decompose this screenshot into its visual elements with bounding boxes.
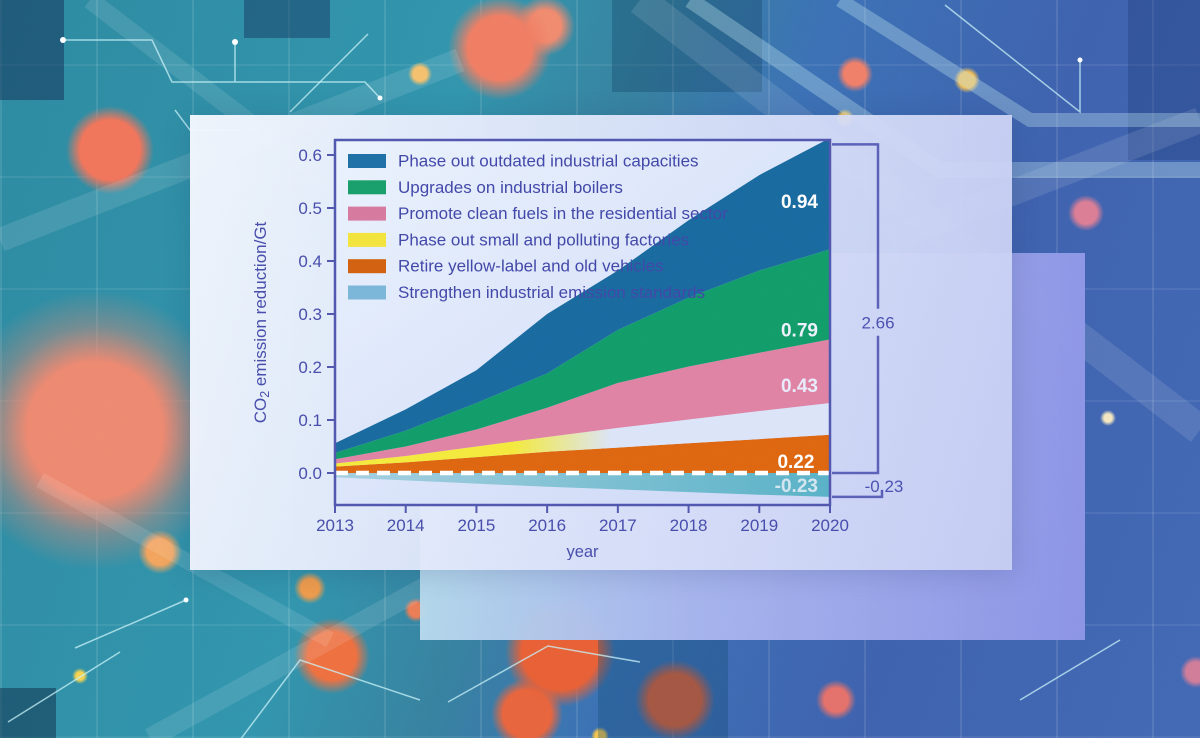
legend-label: Retire yellow-label and old vehicles <box>398 257 664 276</box>
value-label-0.43: 0.43 <box>781 376 818 397</box>
y-tick-label: 0.2 <box>298 358 322 377</box>
co2-emission-chart: Phase out outdated industrial capacities… <box>251 138 904 560</box>
x-axis-title: year <box>566 543 599 560</box>
legend-swatch-industrial_boilers <box>348 180 386 195</box>
y-axis-title: CO2 emission reduction/Gt <box>251 221 272 423</box>
legend-swatch-retire_vehicles <box>348 259 386 274</box>
y-tick-label: 0.6 <box>298 146 322 165</box>
legend-swatch-emission_standards <box>348 285 386 300</box>
legend-item-outdated_capacities: Phase out outdated industrial capacities <box>348 152 699 171</box>
legend-item-small_factories: Phase out small and polluting factories <box>348 230 689 249</box>
legend-label: Promote clean fuels in the residential s… <box>398 204 728 223</box>
x-tick-label: 2013 <box>316 516 354 535</box>
y-tick-label: 0.4 <box>298 252 322 271</box>
legend-swatch-residential_clean_fuels <box>348 206 386 221</box>
x-tick-label: 2014 <box>387 516 425 535</box>
value-label-0.79: 0.79 <box>781 320 818 341</box>
y-tick-label: 0.0 <box>298 464 322 483</box>
bracket-label-negative-total: -0.23 <box>865 477 904 496</box>
legend-label: Upgrades on industrial boilers <box>398 178 623 197</box>
legend-swatch-outdated_capacities <box>348 154 386 168</box>
x-tick-label: 2020 <box>811 516 849 535</box>
value-label--0.23: -0.23 <box>775 476 818 497</box>
legend-label: Phase out outdated industrial capacities <box>398 152 699 171</box>
x-tick-label: 2018 <box>670 516 708 535</box>
value-label-0.22: 0.22 <box>777 452 814 473</box>
x-tick-label: 2015 <box>458 516 496 535</box>
total-brackets: 2.66 -0.23 <box>832 143 904 499</box>
y-tick-label: 0.5 <box>298 199 322 218</box>
x-tick-label: 2016 <box>528 516 566 535</box>
y-tick-label: 0.3 <box>298 305 322 324</box>
x-tick-label: 2019 <box>740 516 778 535</box>
legend-item-emission_standards: Strengthen industrial emission standards <box>348 283 705 302</box>
bracket-label-positive-total: 2.66 <box>861 314 894 333</box>
value-label-0.94: 0.94 <box>781 192 818 213</box>
legend-swatch-small_factories <box>348 232 386 247</box>
x-tick-label: 2017 <box>599 516 637 535</box>
legend-label: Strengthen industrial emission standards <box>398 283 705 302</box>
legend-label: Phase out small and polluting factories <box>398 230 689 249</box>
y-tick-label: 0.1 <box>298 411 322 430</box>
legend-item-residential_clean_fuels: Promote clean fuels in the residential s… <box>348 204 728 223</box>
